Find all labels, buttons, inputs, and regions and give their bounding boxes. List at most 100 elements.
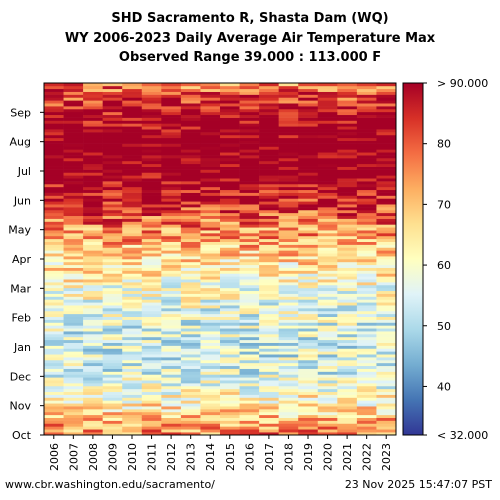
heatmap-cell bbox=[356, 172, 377, 176]
heatmap-cell bbox=[83, 420, 103, 424]
heatmap-cell bbox=[141, 270, 162, 274]
heatmap-cell bbox=[63, 155, 84, 159]
heatmap-cell bbox=[180, 377, 201, 381]
heatmap-cell bbox=[259, 106, 279, 110]
heatmap-cell bbox=[63, 256, 84, 260]
heatmap-cell bbox=[161, 359, 182, 364]
heatmap-cell bbox=[337, 204, 358, 208]
heatmap-cell bbox=[337, 129, 358, 133]
heatmap-cell bbox=[220, 325, 240, 329]
heatmap-cell bbox=[83, 426, 103, 430]
heatmap-cell bbox=[200, 426, 221, 430]
heatmap-cell bbox=[200, 368, 221, 372]
heatmap-cell bbox=[200, 334, 221, 338]
heatmap-cell bbox=[83, 158, 103, 162]
heatmap-cell bbox=[220, 207, 240, 211]
heatmap-cell bbox=[239, 221, 260, 225]
heatmap-cell bbox=[122, 426, 143, 430]
heatmap-cell bbox=[141, 224, 162, 228]
heatmap-cell bbox=[44, 325, 64, 329]
heatmap-cell bbox=[278, 313, 299, 318]
heatmap-cell bbox=[141, 308, 162, 312]
heatmap-cell bbox=[141, 233, 162, 237]
heatmap-cell bbox=[337, 201, 358, 205]
heatmap-cell bbox=[356, 385, 377, 390]
heatmap-cell bbox=[220, 256, 240, 260]
heatmap-cell bbox=[376, 342, 397, 346]
heatmap-cell bbox=[83, 270, 103, 274]
heatmap-cell bbox=[278, 149, 299, 153]
heatmap-cell bbox=[337, 351, 358, 355]
heatmap-cell bbox=[356, 264, 377, 268]
heatmap-cell bbox=[122, 221, 143, 225]
heatmap-cell bbox=[161, 308, 182, 312]
heatmap-cell bbox=[337, 290, 358, 294]
heatmap-cell bbox=[161, 426, 182, 430]
heatmap-cell bbox=[102, 158, 123, 162]
heatmap-cell bbox=[239, 106, 260, 110]
heatmap-cell bbox=[44, 140, 64, 144]
heatmap-cell bbox=[278, 279, 299, 283]
heatmap-cell bbox=[278, 354, 299, 358]
heatmap-cell bbox=[161, 397, 182, 401]
heatmap-cell bbox=[337, 267, 358, 271]
heatmap-cell bbox=[376, 423, 397, 427]
heatmap-cell bbox=[278, 253, 299, 257]
heatmap-cell bbox=[102, 137, 123, 142]
heatmap-cell bbox=[161, 106, 182, 110]
heatmap-cell bbox=[376, 354, 397, 358]
heatmap-cell bbox=[356, 365, 377, 369]
heatmap-cell bbox=[356, 169, 377, 173]
heatmap-cell bbox=[63, 183, 84, 188]
heatmap-cell bbox=[122, 287, 143, 292]
heatmap-cell bbox=[337, 114, 358, 118]
heatmap-cell bbox=[63, 233, 84, 237]
heatmap-cell bbox=[83, 316, 103, 320]
heatmap-cell bbox=[298, 198, 319, 202]
heatmap-cell bbox=[220, 310, 240, 315]
heatmap-cell bbox=[356, 267, 377, 271]
heatmap-cell bbox=[298, 137, 319, 142]
heatmap-cell bbox=[337, 432, 358, 436]
heatmap-cell bbox=[44, 339, 64, 343]
heatmap-cell bbox=[239, 365, 260, 369]
heatmap-cell bbox=[259, 282, 279, 286]
heatmap-cell bbox=[83, 313, 103, 318]
heatmap-cell bbox=[317, 209, 338, 214]
heatmap-cell bbox=[63, 316, 84, 320]
heatmap-cell bbox=[141, 310, 162, 315]
x-tick-label: 2019 bbox=[302, 443, 315, 471]
heatmap-cell bbox=[141, 114, 162, 118]
heatmap-cell bbox=[220, 261, 240, 266]
heatmap-cell bbox=[63, 158, 84, 162]
heatmap-cell bbox=[200, 172, 221, 176]
heatmap-cell bbox=[259, 160, 279, 165]
heatmap-cell bbox=[278, 146, 299, 150]
heatmap-cell bbox=[317, 155, 338, 159]
heatmap-cell bbox=[317, 175, 338, 179]
heatmap-cell bbox=[239, 423, 260, 427]
heatmap-cell bbox=[83, 429, 103, 433]
heatmap-cell bbox=[102, 365, 123, 369]
heatmap-cell bbox=[161, 201, 182, 205]
heatmap-cell bbox=[220, 117, 240, 121]
heatmap-cell bbox=[278, 357, 299, 361]
heatmap-cell bbox=[141, 106, 162, 110]
heatmap-cell bbox=[102, 204, 123, 208]
heatmap-cell bbox=[278, 230, 299, 234]
x-tick-label: 2022 bbox=[361, 443, 374, 471]
heatmap-cell bbox=[337, 385, 358, 390]
heatmap-cell bbox=[239, 129, 260, 133]
heatmap-cell bbox=[317, 134, 338, 139]
heatmap-cell bbox=[317, 233, 338, 237]
heatmap-cell bbox=[337, 313, 358, 318]
heatmap-cell bbox=[376, 175, 397, 179]
heatmap-cell bbox=[161, 357, 182, 361]
heatmap-cell bbox=[278, 397, 299, 401]
heatmap-cell bbox=[200, 310, 221, 315]
heatmap-cell bbox=[337, 397, 358, 401]
heatmap-cell bbox=[161, 83, 182, 87]
heatmap-cell bbox=[122, 259, 143, 263]
heatmap-cell bbox=[200, 362, 221, 367]
heatmap-cell bbox=[63, 351, 84, 355]
